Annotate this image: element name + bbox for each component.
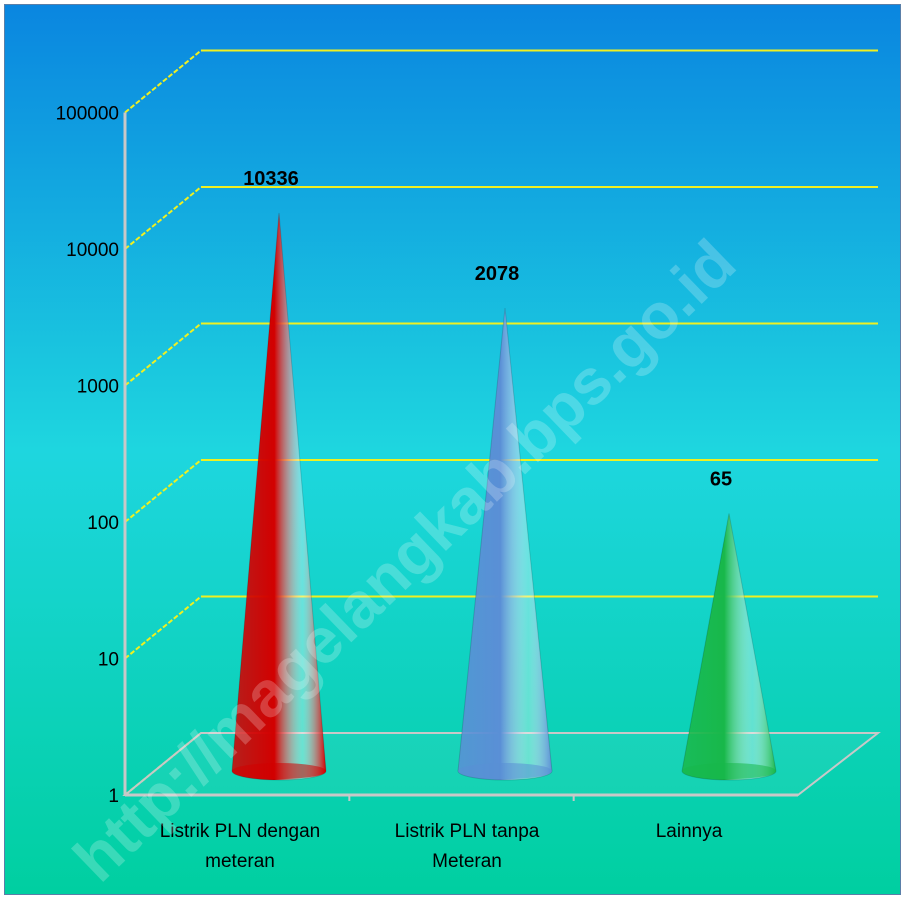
bar-2 <box>457 307 553 781</box>
x-category-label: Listrik PLN tanpa <box>395 821 540 842</box>
cone-base <box>682 763 776 779</box>
cone-body <box>681 513 777 781</box>
cone-base <box>232 763 326 779</box>
y-tick-label: 10 <box>98 650 119 671</box>
bar-3 <box>681 513 777 781</box>
data-label: 2078 <box>475 263 520 285</box>
x-category-label: Lainnya <box>656 821 723 842</box>
gridline-depth <box>124 322 202 387</box>
y-tick-label: 1 <box>108 786 119 807</box>
y-tick-label: 1000 <box>77 377 119 398</box>
data-label: 10336 <box>243 168 299 190</box>
bar-1 <box>231 212 327 781</box>
x-category-label: Listrik PLN dengan <box>160 821 321 842</box>
x-category-label: meteran <box>205 851 275 872</box>
label-layer: 1 10 100 1000 10000 100000 10336 2078 65 Listrik … <box>56 104 733 873</box>
y-tick-label: 100 <box>87 513 119 534</box>
cone-base <box>458 763 552 779</box>
cone-body <box>457 307 553 781</box>
y-tick-label: 10000 <box>66 240 119 261</box>
cone-body <box>231 212 327 781</box>
gridline-depth <box>124 595 202 660</box>
chart-svg: 1 10 100 1000 10000 100000 10336 2078 65 Listrik … <box>5 5 900 894</box>
gridline-depth <box>124 459 202 523</box>
gridline-depth <box>124 186 202 250</box>
y-tick-label: 100000 <box>56 104 119 125</box>
bar-layer <box>231 212 777 781</box>
data-label: 65 <box>710 468 732 490</box>
chart-frame: 1 10 100 1000 10000 100000 10336 2078 65 Listrik … <box>4 4 901 895</box>
grid-layer <box>124 49 878 796</box>
gridline-depth <box>124 49 202 114</box>
x-category-label: Meteran <box>432 851 502 872</box>
